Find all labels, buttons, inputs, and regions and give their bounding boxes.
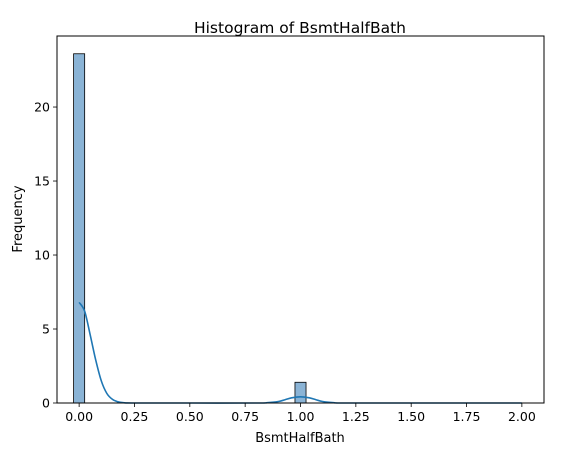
x-tick-label: 1.00 [287, 409, 315, 424]
x-tick-label: 0.50 [176, 409, 204, 424]
y-tick-label: 15 [34, 174, 50, 189]
x-tick-label: 0.00 [65, 409, 93, 424]
y-tick-label: 0 [42, 396, 50, 411]
chart-title: Histogram of BsmtHalfBath [194, 19, 406, 37]
y-tick-label: 10 [34, 248, 50, 263]
x-axis-ticks: 0.00 0.25 0.50 0.75 1.00 1.25 1.50 1.75 2.00 [65, 403, 536, 424]
y-tick-label: 20 [34, 100, 50, 115]
x-tick-label: 0.25 [121, 409, 149, 424]
x-tick-label: 1.50 [397, 409, 425, 424]
histogram-bar-1 [294, 381, 307, 404]
y-axis-ticks: 0 5 10 15 20 [34, 100, 57, 411]
histogram-bar-0 [73, 53, 86, 404]
x-tick-label: 2.00 [508, 409, 536, 424]
y-axis-label: Frequency [11, 185, 26, 252]
x-tick-label: 1.25 [342, 409, 370, 424]
x-tick-label: 0.75 [231, 409, 259, 424]
y-tick-label: 5 [42, 322, 50, 337]
plot-area [57, 36, 544, 403]
x-tick-label: 1.75 [453, 409, 481, 424]
x-axis-label: BsmtHalfBath [255, 431, 345, 446]
